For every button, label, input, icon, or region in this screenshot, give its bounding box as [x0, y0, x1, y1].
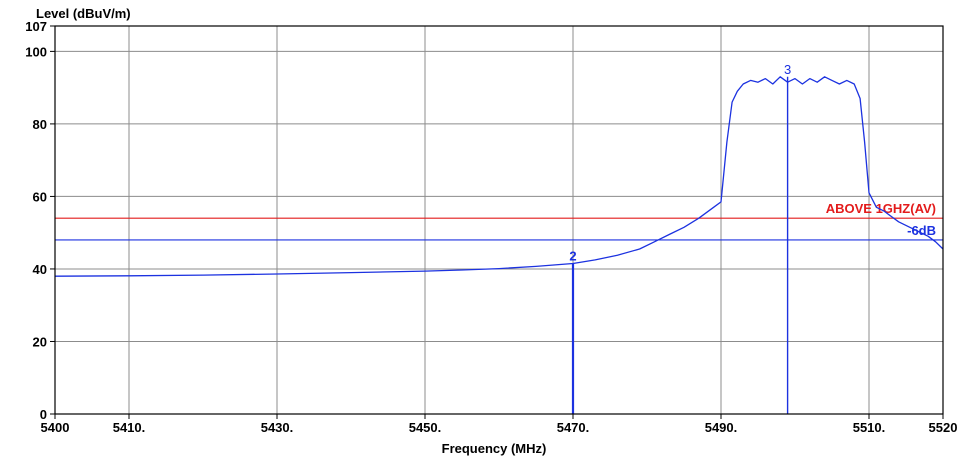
y-tick-label: 20: [33, 334, 47, 349]
y-tick-label: 40: [33, 262, 47, 277]
y-tick-label: 80: [33, 117, 47, 132]
marker-label: 2: [569, 249, 576, 264]
limit-lines: ABOVE 1GHZ(AV) -6dB: [55, 201, 943, 241]
limit-line-label: ABOVE 1GHZ(AV): [826, 201, 936, 216]
y-axis-ticks: 0 20 40 60 80 100 107: [25, 19, 55, 422]
x-tick-label: 5450.: [409, 420, 442, 435]
y-axis-title: Level (dBuV/m): [36, 6, 131, 21]
plot-background: [55, 26, 943, 414]
y-tick-label: 107: [25, 19, 47, 34]
plot-frame: [54, 25, 944, 415]
y-tick-label: 0: [40, 407, 47, 422]
series-group: [54, 76, 944, 277]
limit-line-label: -6dB: [907, 223, 936, 238]
marker-label: 3: [784, 62, 791, 77]
x-axis-title: Frequency (MHz): [442, 441, 547, 456]
x-tick-label: 5430.: [261, 420, 294, 435]
x-tick-label: 5400: [41, 420, 70, 435]
y-tick-label: 60: [33, 189, 47, 204]
x-axis-ticks: 5400 5410. 5430. 5450. 5470. 5490. 5510. 5520: [41, 414, 958, 435]
grid: [55, 26, 943, 414]
x-tick-label: 5490.: [705, 420, 738, 435]
y-tick-label: 100: [25, 44, 47, 59]
x-tick-label: 5520: [929, 420, 958, 435]
x-tick-label: 5510.: [853, 420, 886, 435]
markers: 23: [569, 62, 791, 414]
x-tick-label: 5470.: [557, 420, 590, 435]
series-line: [54, 76, 944, 277]
x-tick-label: 5410.: [113, 420, 146, 435]
